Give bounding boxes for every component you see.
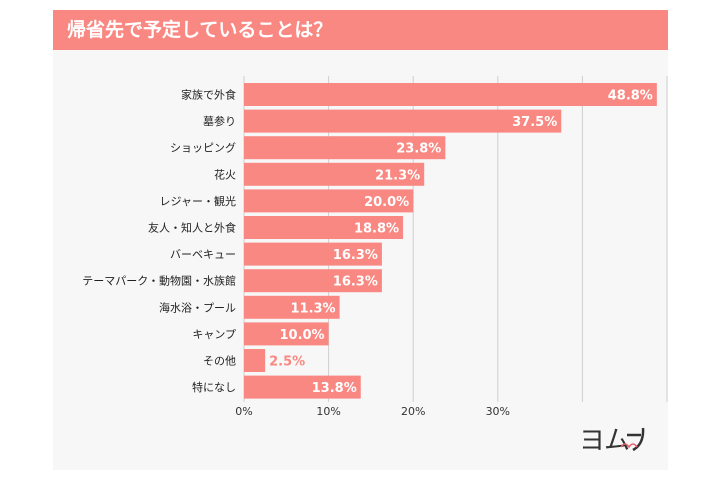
x-tick-label: 20% [401, 405, 425, 418]
category-label: 友人・知人と外食 [148, 221, 236, 235]
bar [244, 322, 329, 346]
bar [244, 295, 340, 319]
yomuno-logo: ヨム [579, 426, 645, 456]
category-label: バーベキュー [170, 248, 236, 261]
category-label: 花火 [214, 168, 236, 181]
bar [244, 109, 562, 133]
data-label: 23.8% [396, 142, 441, 157]
svg-text:ヨム: ヨム [579, 426, 629, 456]
category-label: 墓参り [203, 114, 236, 128]
bar [244, 136, 446, 160]
data-label: 18.8% [354, 222, 399, 237]
data-label: 16.3% [333, 248, 378, 263]
category-label: 海水浴・プール [159, 300, 236, 314]
category-label: レジャー・観光 [160, 194, 236, 208]
bar [244, 375, 361, 399]
category-label: ショッピング [170, 141, 236, 155]
data-label: 16.3% [333, 275, 378, 290]
data-label: 21.3% [375, 168, 420, 183]
category-label: その他 [203, 355, 236, 368]
category-label: キャンプ [192, 328, 236, 341]
bar [244, 83, 657, 106]
data-label: 11.3% [290, 301, 335, 316]
bar [244, 189, 414, 213]
bar [244, 216, 404, 239]
data-label: 2.5% [269, 355, 305, 370]
category-label: 特になし [192, 380, 236, 394]
data-label: 20.0% [364, 195, 409, 210]
data-label: 37.5% [512, 115, 557, 130]
chart-title: 帰省先で予定していることは？ [53, 10, 668, 50]
x-tick-label: 30% [486, 405, 510, 418]
category-label: 家族で外食 [181, 88, 236, 102]
x-tick-label: 10% [316, 405, 340, 418]
data-label: 13.8% [312, 381, 357, 396]
bar [244, 162, 425, 186]
bar [244, 242, 382, 266]
data-label: 48.8% [608, 89, 653, 104]
bar [244, 269, 382, 293]
bar [244, 349, 266, 372]
data-label: 10.0% [279, 328, 324, 343]
logo: ヨム [557, 403, 668, 470]
category-label: テーマパーク・動物園・水族館 [82, 274, 236, 288]
x-tick-label: 0% [235, 405, 252, 418]
